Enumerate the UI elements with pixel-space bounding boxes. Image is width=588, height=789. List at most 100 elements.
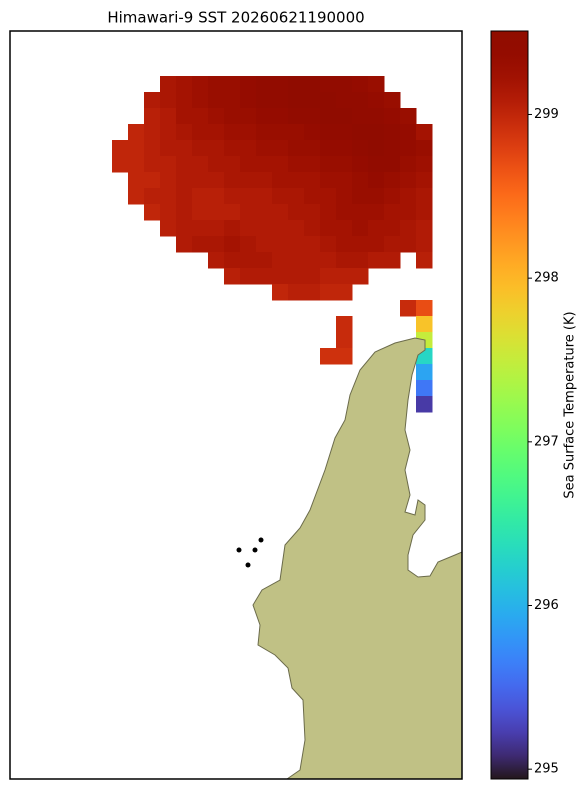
sst-cell <box>320 236 337 253</box>
islands <box>236 537 264 568</box>
sst-cell <box>336 156 353 173</box>
sst-cell <box>416 172 433 189</box>
sst-cell <box>256 236 273 253</box>
map-frame <box>9 30 463 780</box>
sst-cell <box>224 108 241 125</box>
sst-cell <box>160 92 177 109</box>
sst-cell <box>144 156 161 173</box>
sst-cell <box>160 140 177 157</box>
sst-cell <box>288 124 305 141</box>
sst-cell <box>288 188 305 205</box>
sst-cell <box>320 188 337 205</box>
colorbar-tick-label: 297 <box>534 434 559 449</box>
sst-cell <box>400 204 417 221</box>
sst-cell <box>256 156 273 173</box>
sst-cell <box>224 236 241 253</box>
sst-cell <box>224 172 241 189</box>
sst-cell <box>336 124 353 141</box>
sst-cell <box>320 172 337 189</box>
sst-cell <box>176 108 193 125</box>
sst-cell <box>368 188 385 205</box>
sst-cell <box>320 284 337 301</box>
sst-cell <box>304 76 321 93</box>
colorbar-tick-label: 295 <box>534 762 559 777</box>
sst-cell <box>352 204 369 221</box>
sst-cell <box>128 156 145 173</box>
sst-cell <box>304 220 321 237</box>
sst-cell <box>336 204 353 221</box>
sst-cell <box>240 108 257 125</box>
sst-cell <box>176 140 193 157</box>
sst-cell <box>304 156 321 173</box>
sst-cell <box>240 140 257 157</box>
sst-cell <box>400 300 417 317</box>
sst-cell <box>224 268 241 285</box>
sst-cell <box>336 284 353 301</box>
colorbar-tick-label: 299 <box>534 107 559 122</box>
sst-cell <box>336 108 353 125</box>
sst-cell <box>176 76 193 93</box>
sst-cell <box>208 204 225 221</box>
sst-cell <box>416 252 433 269</box>
sst-cell <box>176 204 193 221</box>
sst-cell <box>304 204 321 221</box>
sst-cell <box>272 124 289 141</box>
sst-cell <box>224 252 241 269</box>
sst-cell <box>384 172 401 189</box>
sst-cell <box>208 252 225 269</box>
sst-cell <box>368 172 385 189</box>
sst-cell <box>160 76 177 93</box>
sst-cell <box>208 156 225 173</box>
sst-cell <box>240 124 257 141</box>
sst-cell <box>208 76 225 93</box>
sst-cell <box>160 156 177 173</box>
sst-cell <box>240 92 257 109</box>
sst-cell <box>256 108 273 125</box>
sst-cell <box>304 252 321 269</box>
sst-cell <box>272 268 289 285</box>
sst-cell <box>320 204 337 221</box>
sst-cell <box>416 220 433 237</box>
sst-cell <box>272 284 289 301</box>
sst-cell <box>336 92 353 109</box>
sst-cell <box>176 92 193 109</box>
sst-cell <box>384 108 401 125</box>
sst-cell <box>304 172 321 189</box>
sst-cell <box>272 252 289 269</box>
sst-cell <box>224 140 241 157</box>
sst-cell <box>304 236 321 253</box>
sst-cell <box>176 124 193 141</box>
sst-cell <box>416 364 433 381</box>
sst-cell <box>320 268 337 285</box>
sst-cell <box>400 236 417 253</box>
sst-cell <box>304 268 321 285</box>
sst-cell <box>320 140 337 157</box>
sst-cell <box>192 92 209 109</box>
sst-cell <box>336 348 353 365</box>
sst-cell <box>240 188 257 205</box>
sst-cell <box>224 124 241 141</box>
sst-cell <box>384 252 401 269</box>
sst-cell <box>144 92 161 109</box>
sst-cell <box>208 140 225 157</box>
sst-cell <box>272 204 289 221</box>
sst-cell <box>176 188 193 205</box>
sst-cell <box>416 316 433 333</box>
land <box>252 337 463 780</box>
sst-cell <box>336 76 353 93</box>
sst-cell <box>144 124 161 141</box>
heatmap <box>112 76 433 413</box>
sst-cell <box>320 348 337 365</box>
sst-cell <box>256 140 273 157</box>
sst-cell <box>416 188 433 205</box>
sst-cell <box>128 140 145 157</box>
sst-cell <box>336 140 353 157</box>
sst-cell <box>240 156 257 173</box>
sst-cell <box>400 108 417 125</box>
sst-cell <box>224 204 241 221</box>
sst-cell <box>144 172 161 189</box>
sst-cell <box>240 172 257 189</box>
sst-cell <box>144 188 161 205</box>
sst-cell <box>176 236 193 253</box>
